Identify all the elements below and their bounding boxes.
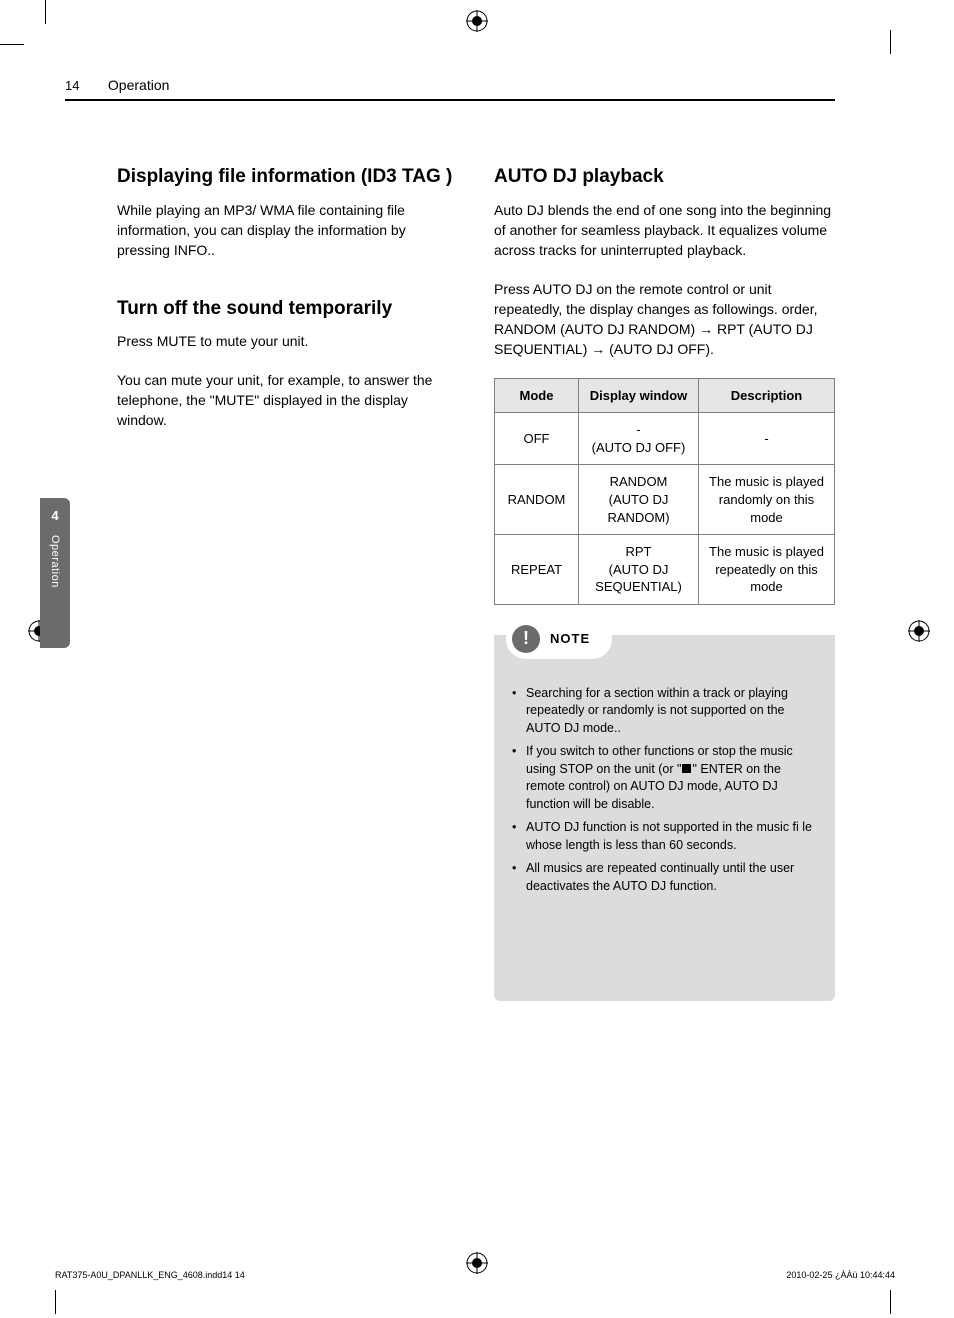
paragraph-autodj-2: Press AUTO DJ on the remote control or u… [494, 279, 835, 360]
table-row: REPEATRPT(AUTO DJ SEQUENTIAL)The music i… [495, 535, 835, 605]
heading-mute: Turn off the sound temporarily [117, 297, 458, 322]
crop-mark [890, 1290, 891, 1314]
crop-mark [55, 1290, 56, 1314]
registration-mark-icon [466, 10, 488, 32]
cell-mode: REPEAT [495, 535, 579, 605]
left-column: Displaying file information (ID3 TAG ) W… [117, 165, 458, 1001]
crop-mark [45, 0, 46, 24]
cell-description: - [699, 413, 835, 465]
content-columns: Displaying file information (ID3 TAG ) W… [117, 165, 835, 1001]
heading-id3: Displaying file information (ID3 TAG ) [117, 165, 458, 190]
right-column: AUTO DJ playback Auto DJ blends the end … [494, 165, 835, 1001]
table-row: OFF-(AUTO DJ OFF)- [495, 413, 835, 465]
page-header: 14 Operation [65, 77, 835, 101]
note-item: Searching for a section within a track o… [512, 685, 817, 738]
crop-mark [0, 44, 24, 45]
stop-icon [682, 764, 691, 773]
page-body: 4 Operation 14 Operation Displaying file… [55, 43, 895, 1233]
paragraph-id3: While playing an MP3/ WMA file containin… [117, 200, 458, 261]
footer-timestamp: 2010-02-25 ¿ÀÀü 10:44:44 [786, 1270, 895, 1280]
cell-mode: RANDOM [495, 465, 579, 535]
footer-file: RAT375-A0U_DPANLLK_ENG_4608.indd14 14 [55, 1270, 245, 1280]
cell-display: RPT(AUTO DJ SEQUENTIAL) [579, 535, 699, 605]
note-icon: ! [512, 625, 540, 653]
section-title: Operation [108, 77, 169, 93]
table-header: Display window [579, 378, 699, 413]
cell-mode: OFF [495, 413, 579, 465]
cell-display: -(AUTO DJ OFF) [579, 413, 699, 465]
cell-description: The music is played repeatedly on this m… [699, 535, 835, 605]
cell-description: The music is played randomly on this mod… [699, 465, 835, 535]
note-label: NOTE [550, 631, 590, 646]
note-box: ! NOTE Searching for a section within a … [494, 635, 835, 1002]
paragraph-autodj-1: Auto DJ blends the end of one song into … [494, 200, 835, 261]
side-tab-number: 4 [40, 498, 70, 535]
table-row: RANDOMRANDOM(AUTO DJ RANDOM)The music is… [495, 465, 835, 535]
heading-autodj: AUTO DJ playback [494, 165, 835, 190]
side-tab: 4 Operation [40, 498, 70, 648]
cell-display: RANDOM(AUTO DJ RANDOM) [579, 465, 699, 535]
side-tab-label: Operation [49, 535, 61, 588]
note-item: AUTO DJ function is not supported in the… [512, 819, 817, 854]
note-pill: ! NOTE [506, 619, 612, 659]
page-number: 14 [65, 78, 79, 93]
paragraph-mute-1: Press MUTE to mute your unit. [117, 331, 458, 351]
paragraph-mute-2: You can mute your unit, for example, to … [117, 370, 458, 431]
autodj-table: ModeDisplay windowDescription OFF-(AUTO … [494, 378, 835, 605]
note-item: All musics are repeated continually unti… [512, 860, 817, 895]
table-header: Mode [495, 378, 579, 413]
table-header: Description [699, 378, 835, 413]
print-footer: RAT375-A0U_DPANLLK_ENG_4608.indd14 14 20… [55, 1270, 895, 1280]
registration-mark-icon [908, 620, 930, 642]
note-item: If you switch to other functions or stop… [512, 743, 817, 813]
note-list: Searching for a section within a track o… [512, 685, 817, 896]
